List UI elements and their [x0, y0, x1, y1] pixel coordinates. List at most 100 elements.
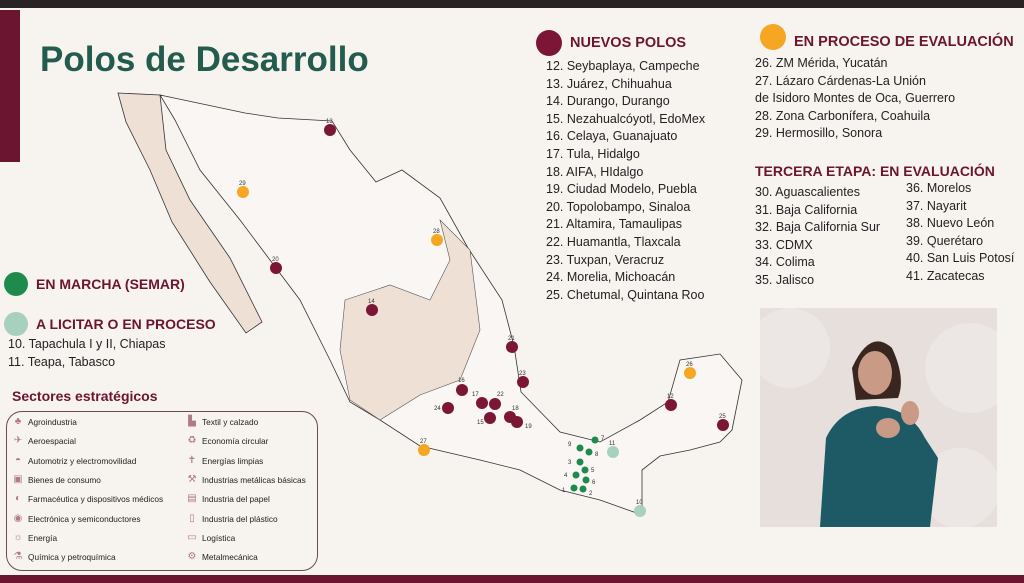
list-item: 41. Zacatecas — [906, 268, 985, 283]
sector-label: Química y petroquímica — [28, 552, 116, 563]
marker-marcha — [581, 466, 589, 474]
sector-item: ♣ Agroindustria — [12, 416, 77, 428]
truck-icon: ▭ — [187, 531, 197, 543]
sector-label: Textil y calzado — [202, 417, 259, 427]
legend-a-licitar: A LICITAR O EN PROCESO — [4, 312, 216, 336]
marker-licitar — [607, 446, 619, 458]
sector-item: ✈ Aeroespacial — [12, 435, 76, 447]
list-item: 12. Seybaplaya, Campeche — [546, 59, 700, 73]
marker-label: 4 — [564, 473, 568, 479]
page-title: Polos de Desarrollo — [40, 40, 369, 79]
chip-icon: ◉ — [13, 512, 23, 524]
sector-label: Energías limpias — [202, 455, 264, 466]
list-item: 22. Huamantla, Tlaxcala — [546, 234, 681, 249]
list-item: 32. Baja California Sur — [755, 220, 881, 235]
maroon-dot-icon — [536, 30, 562, 56]
sector-item: ▣ Bienes de consumo — [12, 474, 101, 486]
en-proceso-list: 26. ZM Mérida, Yucatán 27. Lázaro Cárdena… — [755, 55, 955, 143]
marker-label: 23 — [519, 371, 526, 377]
marker-label: 14 — [368, 299, 375, 305]
sector-item: ⚙ Metalmecánica — [186, 551, 258, 563]
wind-icon: ✝ — [187, 454, 197, 466]
wheat-icon: ♣ — [14, 416, 22, 427]
sectores-box — [6, 411, 318, 571]
list-item: 34. Colima — [755, 255, 815, 270]
sector-label: Bienes de consumo — [28, 474, 101, 485]
marker-marcha — [576, 444, 584, 452]
legend-label: EN PROCESO DE EVALUACIÓN — [794, 34, 1014, 50]
marker-nuevo — [476, 397, 488, 409]
marker-marcha — [576, 458, 584, 466]
flask-icon: ⚗ — [13, 551, 23, 563]
marker-label: 12 — [667, 394, 674, 400]
sector-item: ◐ Farmacéutica y dispositivos médicos — [12, 493, 163, 505]
marker-marcha — [582, 476, 590, 484]
shopping-icon: ▣ — [13, 473, 23, 485]
list-item: 30. Aguascalientes — [755, 185, 860, 199]
marker-label: 28 — [433, 229, 440, 235]
marker-nuevo — [324, 124, 336, 136]
sector-label: Economía circular — [202, 436, 269, 447]
sector-label: Agroindustria — [28, 417, 77, 427]
sector-item: ◉ Electrónica y semiconductores — [12, 513, 141, 525]
marker-nuevo — [456, 384, 468, 396]
sign-language-interpreter-video — [760, 308, 997, 527]
marker-nuevo — [270, 262, 282, 274]
sector-label: Industria del papel — [202, 494, 270, 505]
recycle-icon: ♻ — [187, 435, 197, 447]
marker-label: 5 — [591, 468, 595, 474]
marker-label: 2 — [589, 491, 593, 497]
marker-label: 7 — [601, 436, 605, 442]
marker-nuevo — [717, 419, 729, 431]
marker-marcha — [591, 436, 599, 444]
sector-label: Aeroespacial — [28, 436, 76, 447]
marker-label: 19 — [525, 424, 532, 430]
marker-nuevo — [665, 399, 677, 411]
list-item: 23. Tuxpan, Veracruz — [546, 252, 665, 267]
marker-marcha — [572, 471, 580, 479]
accent-bar — [0, 10, 20, 162]
orange-dot-icon — [760, 24, 786, 50]
marker-label: 24 — [434, 406, 441, 412]
bottom-bar — [0, 575, 1024, 583]
list-item: 13. Juárez, Chihuahua — [546, 76, 672, 91]
green-dot-icon — [4, 272, 28, 296]
interpreter-image — [760, 308, 997, 527]
marker-label: 18 — [512, 406, 519, 412]
marker-nuevo — [366, 304, 378, 316]
top-bar — [0, 0, 1024, 8]
sector-item: ▙ Textil y calzado — [186, 416, 258, 428]
list-item: 37. Nayarit — [906, 198, 967, 213]
sector-label: Electrónica y semiconductores — [28, 513, 141, 524]
sector-item: ✝ Energías limpias — [186, 454, 264, 467]
marker-label: 21 — [508, 336, 515, 342]
list-item: 31. Baja California — [755, 202, 858, 217]
marker-nuevo — [506, 341, 518, 353]
list-item: 11. Teapa, Tabasco — [8, 354, 116, 369]
sector-item: ▤ Industria del papel — [186, 493, 270, 505]
sector-label: Automotriz y electromovilidad — [28, 455, 137, 466]
marker-proceso — [684, 367, 696, 379]
legend-en-proceso: EN PROCESO DE EVALUACIÓN — [760, 24, 1014, 50]
sector-item: ◓ Automotriz y electromovilidad — [12, 455, 136, 467]
list-item: 38. Nuevo León — [906, 216, 995, 231]
marker-label: 26 — [686, 362, 693, 368]
tercera-etapa-heading: TERCERA ETAPA: EN EVALUACIÓN — [755, 163, 995, 179]
marker-label: 11 — [609, 441, 616, 447]
list-item: 17. Tula, Hidalgo — [546, 146, 640, 161]
marker-label: 27 — [420, 439, 427, 445]
paper-icon: ▤ — [187, 493, 197, 505]
a-licitar-list: 10. Tapachula I y II, Chiapas 11. Teapa,… — [8, 336, 166, 371]
list-item: 19. Ciudad Modelo, Puebla — [546, 182, 697, 197]
legend-label: NUEVOS POLOS — [570, 35, 687, 51]
list-item: 35. Jalisco — [755, 272, 815, 287]
legend-en-marcha: EN MARCHA (SEMAR) — [4, 272, 185, 296]
marker-proceso — [431, 234, 443, 246]
sector-label: Metalmecánica — [202, 552, 258, 563]
marker-label: 17 — [472, 392, 479, 398]
list-item: 29. Hermosillo, Sonora — [755, 126, 883, 141]
marker-marcha — [570, 484, 578, 492]
legend-nuevos-polos: NUEVOS POLOS — [536, 30, 686, 56]
